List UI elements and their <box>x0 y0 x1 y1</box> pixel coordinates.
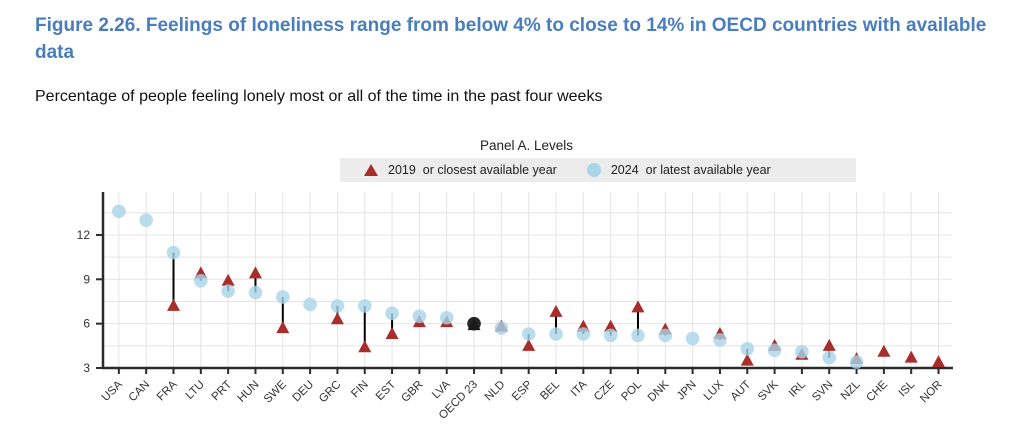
marker-2024-circle <box>166 245 181 260</box>
legend-label-2024: 2024 or latest available year <box>610 163 771 177</box>
marker-2019-triangle <box>932 355 946 368</box>
marker-2024-circle <box>549 327 563 341</box>
marker-2024-circle <box>303 297 317 312</box>
marker-2019-triangle <box>604 319 618 332</box>
marker-2019-triangle <box>631 300 645 313</box>
category-label: USA <box>100 378 125 403</box>
category-label: ITA <box>569 378 590 399</box>
marker-2024-circle <box>521 327 536 341</box>
chart-legend: 2019 or closest available year 2024 or l… <box>340 158 856 182</box>
figure-title: Figure 2.26. Feelings of loneliness rang… <box>35 15 987 63</box>
figure-subtitle: Percentage of people feeling lonely most… <box>35 88 603 105</box>
marker-2024-circle <box>330 299 345 313</box>
marker-2019-triangle <box>166 298 180 311</box>
marker-2019-triangle <box>385 327 399 339</box>
category-label: ISL <box>897 378 918 399</box>
marker-2024-circle <box>494 321 509 335</box>
marker-2024-circle <box>139 213 153 227</box>
marker-2024-circle <box>658 328 673 343</box>
marker-2024-circle <box>385 306 399 321</box>
marker-2019-triangle <box>248 266 262 279</box>
marker-2024-circle <box>822 350 837 365</box>
marker-2019-triangle <box>549 304 563 317</box>
marker-2024-circle <box>412 309 427 324</box>
category-label: AUT <box>729 379 754 404</box>
category-label: LTU <box>184 379 207 402</box>
category-label: CAN <box>127 379 153 405</box>
category-label: POL <box>619 378 644 403</box>
marker-2019-triangle <box>221 273 235 286</box>
marker-2024-circle <box>439 310 454 325</box>
marker-2024-circle <box>713 333 727 347</box>
marker-2024-circle <box>767 343 782 358</box>
marker-2024-circle <box>248 285 263 300</box>
marker-2024-circle <box>631 328 645 343</box>
category-label: GBR <box>399 379 425 405</box>
marker-2024-circle <box>194 273 208 288</box>
marker-2024-circle <box>112 204 126 219</box>
y-tick-label: 9 <box>83 272 90 286</box>
marker-2024-circle <box>740 341 755 356</box>
marker-2019-triangle <box>904 350 918 363</box>
circle-marker-icon <box>586 163 601 177</box>
marker-2024-circle <box>685 331 700 346</box>
marker-2024-circle <box>849 355 864 369</box>
marker-2024-circle <box>221 284 235 298</box>
category-label: NLD <box>483 379 508 404</box>
marker-2019-triangle <box>877 344 891 357</box>
category-label: BEL <box>538 378 562 402</box>
marker-2024-circle <box>467 316 481 331</box>
marker-2024-circle <box>576 327 591 341</box>
y-tick-label: 6 <box>83 317 90 331</box>
marker-2019-triangle <box>740 353 754 366</box>
marker-2019-triangle <box>522 338 536 351</box>
category-label: SVN <box>810 379 835 404</box>
marker-2019-triangle <box>358 340 372 353</box>
marker-2024-circle <box>357 299 372 313</box>
category-label: LVA <box>430 378 453 401</box>
category-label: SVK <box>756 378 781 403</box>
category-label: JPN <box>675 379 699 403</box>
marker-2019-triangle <box>330 312 344 325</box>
legend-label-2019: 2019 or closest available year <box>388 163 557 177</box>
marker-2019-triangle <box>276 321 290 334</box>
marker-2024-circle <box>795 344 809 359</box>
category-label: FRA <box>155 378 180 403</box>
category-label: DNK <box>646 378 672 404</box>
y-tick-label: 12 <box>77 228 91 242</box>
category-label: HUN <box>235 379 261 405</box>
legend-item-2024: 2024 or latest available year <box>586 163 771 177</box>
category-label: NZL <box>839 378 863 402</box>
triangle-marker-icon <box>364 164 378 176</box>
category-label: GRC <box>317 379 344 406</box>
category-label: FIN <box>349 379 371 401</box>
scatter-chart: 3 6 9 12 USA CAN FRA LTU PRT HUN SWE DEU GRC FIN EST GB… <box>77 192 953 422</box>
marker-2024-circle <box>603 328 618 343</box>
category-label: CZE <box>592 378 617 403</box>
marker-2024-circle <box>275 290 290 304</box>
category-label: DEU <box>291 379 317 405</box>
category-label: LUX <box>702 378 727 403</box>
category-label: PRT <box>210 379 235 404</box>
category-label: ESP <box>510 378 535 403</box>
panel-title: Panel A. Levels <box>479 138 574 153</box>
category-label: NOR <box>918 379 945 406</box>
category-label: CHE <box>864 378 890 404</box>
category-label: IRL <box>787 378 809 400</box>
category-label: SWE <box>262 378 289 405</box>
legend-item-2019: 2019 or closest available year <box>364 163 557 177</box>
category-label: EST <box>374 379 398 403</box>
y-tick-label: 3 <box>83 361 90 375</box>
marker-2019-triangle <box>822 338 836 351</box>
